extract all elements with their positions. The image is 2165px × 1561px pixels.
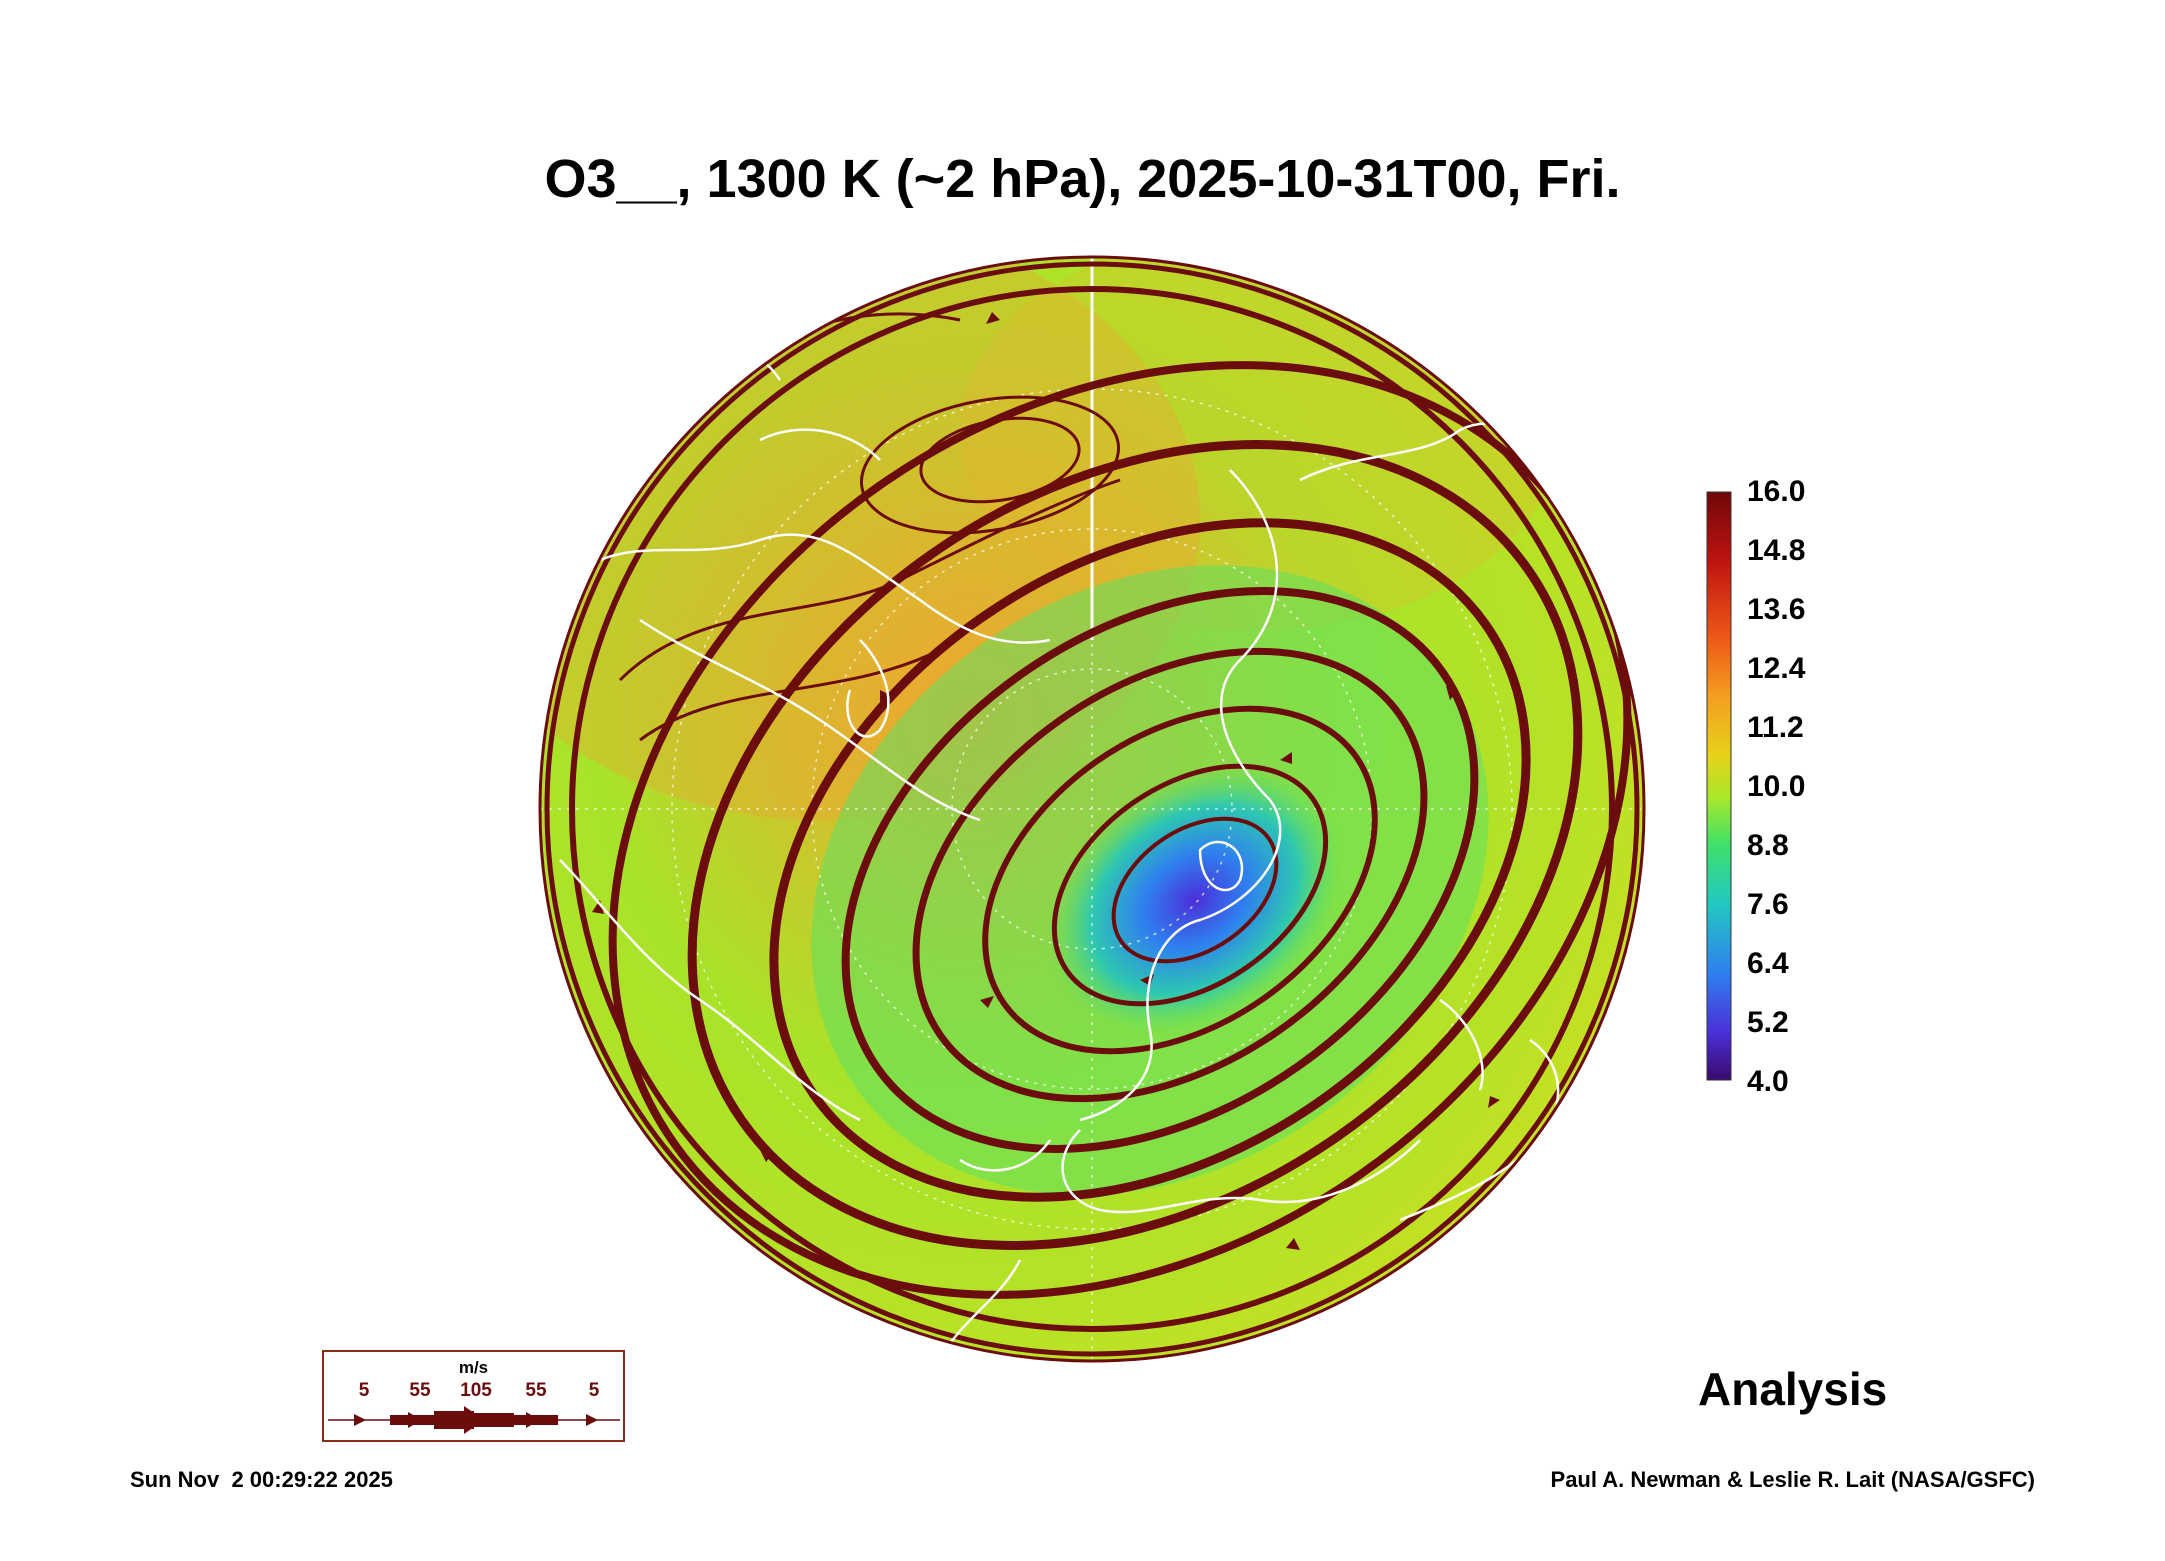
wind-legend-speed: 55 [409,1380,431,1401]
footer-credit: Paul A. Newman & Leslie R. Lait (NASA/GS… [1550,1467,2035,1492]
wind-legend-speed: 5 [358,1380,370,1401]
colorbar-label: 16.0 [1747,475,1806,508]
page-title: O3__, 1300 K (~2 hPa), 2025-10-31T00, Fr… [544,149,1621,209]
wind-legend-unit: m/s [458,1358,489,1377]
colorbar-label: 6.4 [1747,947,1789,980]
wind-legend-speed: 5 [588,1380,600,1401]
wind-legend-speed: 105 [460,1380,492,1401]
colorbar [1706,491,1732,1081]
colorbar-label: 4.0 [1747,1065,1789,1098]
colorbar-label: 8.8 [1747,829,1789,862]
colorbar-label: 7.6 [1747,888,1789,921]
analysis-label: Analysis [1698,1363,1888,1415]
colorbar-label: 10.0 [1747,770,1806,803]
wind-legend-arrows [328,1406,620,1434]
wind-legend-speed: 55 [525,1380,547,1401]
colorbar-label: 5.2 [1747,1006,1789,1039]
wind-speed-legend: m/s 5 55 105 55 5 [322,1350,625,1442]
colorbar-label: 12.4 [1747,652,1806,685]
colorbar-label: 13.6 [1747,593,1806,626]
colorbar-label: 11.2 [1747,711,1804,744]
vortex-core [1046,765,1344,1035]
footer-timestamp: Sun Nov 2 00:29:22 2025 [130,1467,393,1492]
colorbar-label: 14.8 [1747,534,1806,567]
